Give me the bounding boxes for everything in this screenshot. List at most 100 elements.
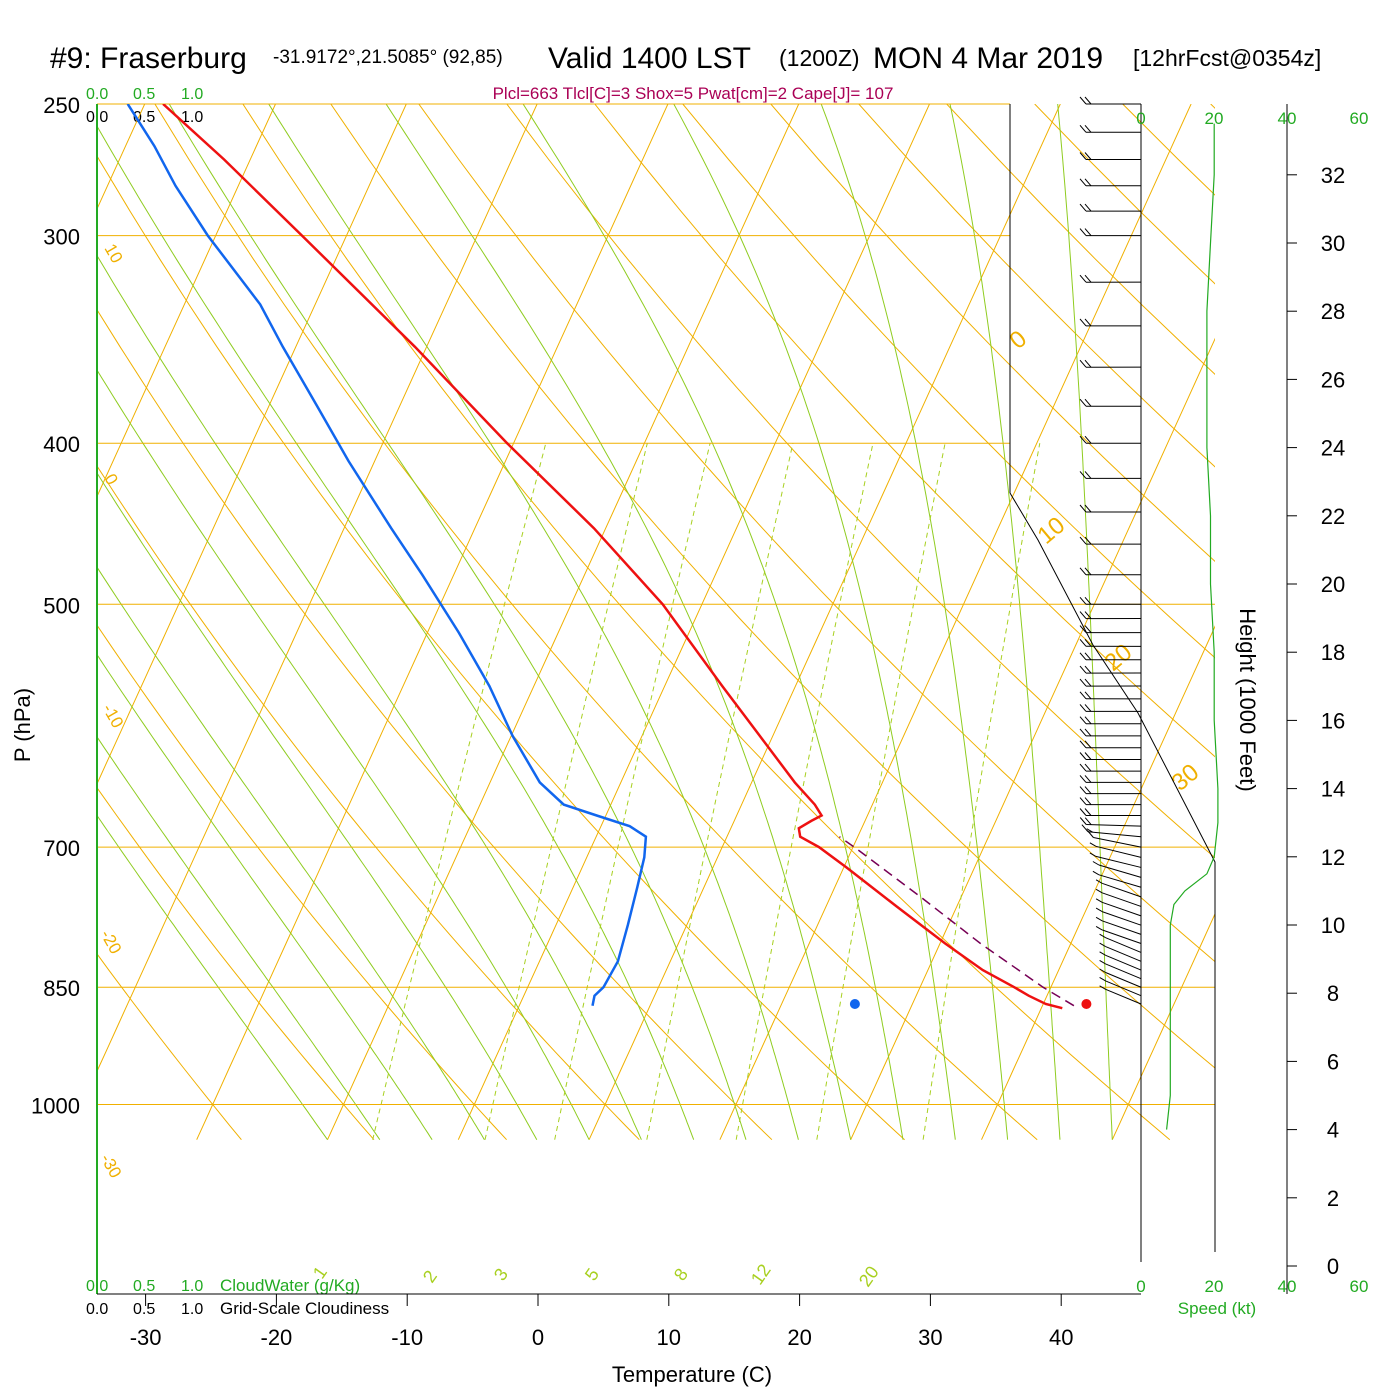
moist-adiabat-line <box>1057 104 1113 1140</box>
wind-barb <box>1099 985 1142 1005</box>
dry-adiabat-line <box>682 104 1215 659</box>
mixing-ratio-line <box>922 443 1041 1140</box>
wind-barb <box>1079 808 1142 816</box>
forecast-info: [12hrFcst@0354z] <box>1133 45 1321 71</box>
y-tick-label: 850 <box>43 976 80 1001</box>
moist-adiabat-line <box>820 104 1009 1140</box>
moist-adiabat-line <box>522 104 904 1140</box>
wind-barb <box>1079 596 1142 605</box>
x-tick-label: -10 <box>391 1325 423 1350</box>
wind-barb <box>1079 611 1142 620</box>
dry-adiabat-line <box>242 104 1171 1141</box>
wind-barb <box>1079 652 1142 661</box>
wind-barb <box>1079 318 1142 327</box>
height-tick-label: 16 <box>1321 708 1345 733</box>
moist-adiabat-line <box>268 104 799 1140</box>
x-tick-label: -30 <box>130 1325 162 1350</box>
wind-barbs <box>1079 96 1142 1005</box>
wind-barb <box>1079 471 1142 479</box>
speed-tick-label: 60 <box>1350 109 1369 128</box>
moist-adiabat-line <box>97 369 590 1140</box>
isotherm-line <box>588 104 1061 1140</box>
wind-barb <box>1095 898 1142 917</box>
x-tick-label: 20 <box>787 1325 811 1350</box>
moist-adiabat-line <box>97 125 695 1140</box>
dry-adiabat-line <box>97 624 507 1141</box>
isotherm-label: 30 <box>1167 759 1205 797</box>
cloudiness-tick-bottom: 1.0 <box>181 1301 203 1318</box>
cloudwater-label: CloudWater (g/Kg) <box>220 1276 360 1295</box>
wind-barb <box>1079 96 1141 105</box>
wind-barb <box>1079 228 1142 237</box>
wind-barb <box>1079 638 1142 647</box>
cloudwater-tick-bottom: 1.0 <box>181 1278 203 1295</box>
station-title: #9: Fraserburg <box>50 42 247 75</box>
speed-tick-label: 0 <box>1136 109 1145 128</box>
surface-temperature-dot <box>1081 999 1092 1009</box>
dry-adiabat-line <box>1034 104 1215 285</box>
speed-tick-label: 0 <box>1136 1277 1145 1296</box>
x-tick-label: 0 <box>532 1325 544 1350</box>
wind-barb <box>1099 959 1142 980</box>
height-tick-label: 28 <box>1321 299 1345 324</box>
wind-barb <box>1079 274 1142 283</box>
isotherm-line <box>457 104 930 1140</box>
zulu-time: (1200Z) <box>779 45 860 71</box>
height-tick-label: 30 <box>1321 231 1345 256</box>
surface-dewpoint-dot <box>849 999 860 1009</box>
height-tick-label: 0 <box>1327 1254 1339 1279</box>
x-tick-label: 40 <box>1049 1325 1073 1350</box>
wind-barb <box>1079 786 1142 795</box>
height-tick-label: 6 <box>1327 1049 1339 1074</box>
isotherm-label: 10 <box>1033 512 1071 550</box>
mixing-ratio-label: 3 <box>490 1265 512 1285</box>
isotherm-line <box>97 104 407 786</box>
y-tick-label: 1000 <box>31 1094 80 1119</box>
speed-tick-label: 20 <box>1205 109 1224 128</box>
valid-time: Valid 1400 LST <box>548 42 751 75</box>
cloudiness-label: Grid-Scale Cloudiness <box>220 1299 389 1318</box>
isotherm-label: -20 <box>97 927 126 958</box>
x-tick-label: 10 <box>657 1325 681 1350</box>
dry-adiabat-line <box>858 104 1215 468</box>
station-coords: -31.9172°,21.5085° (92,85) <box>273 47 503 68</box>
mixing-ratio-line <box>554 443 711 1140</box>
dry-adiabat-line <box>1122 104 1215 196</box>
wind-barb <box>1079 691 1142 700</box>
right-axes: 0246810121416182022242628303200202040406… <box>1136 109 1368 1296</box>
moist-adiabat-line <box>949 104 1061 1140</box>
wind-barb <box>1079 775 1142 783</box>
wind-barb <box>1099 933 1142 953</box>
speed-axis-label: Speed (kt) <box>1178 1299 1256 1318</box>
wind-barb <box>1079 359 1142 368</box>
height-tick-label: 2 <box>1327 1186 1339 1211</box>
wind-barb <box>1099 976 1142 997</box>
isotherm-line <box>327 104 800 1140</box>
height-profile-line <box>1009 492 1216 1252</box>
y-tick-label: 400 <box>43 432 80 457</box>
mixing-ratio-label: 12 <box>747 1260 775 1288</box>
cloudiness-tick-bottom: 0.0 <box>86 1301 108 1318</box>
dry-adiabat-line <box>506 104 1215 859</box>
wind-barb <box>1095 907 1142 926</box>
moist-adiabat-line <box>97 736 381 1140</box>
mixing-ratio-line <box>735 443 874 1140</box>
wind-barb <box>1095 888 1142 907</box>
wind-barb <box>1079 797 1142 806</box>
wind-barb <box>1079 152 1142 161</box>
wind-barb <box>1079 435 1142 444</box>
wind-barb <box>1095 925 1142 944</box>
wind-barb <box>1089 852 1142 868</box>
wind-barb <box>1079 752 1142 761</box>
isotherm-line <box>1111 912 1215 1140</box>
y-tick-label: 300 <box>43 225 80 250</box>
height-tick-label: 14 <box>1321 777 1345 802</box>
height-axis-label: Height (1000 Feet) <box>1235 608 1260 791</box>
dry-adiabat-line <box>97 786 375 1141</box>
wind-barb <box>1099 942 1142 962</box>
isotherm-line <box>1243 104 1400 1140</box>
cloudwater-tick-top: 0.5 <box>133 86 155 103</box>
isotherm-label: -30 <box>97 1151 126 1182</box>
wind-barb <box>1079 536 1142 545</box>
isotherm-line <box>97 104 538 1073</box>
